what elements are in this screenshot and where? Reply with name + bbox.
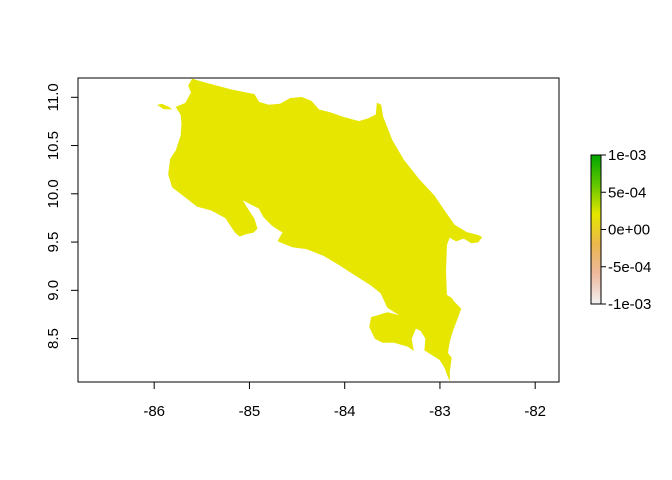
x-tick-label: -85 xyxy=(239,403,261,420)
y-tick-label: 8.5 xyxy=(45,328,62,349)
x-tick-label: -83 xyxy=(429,403,451,420)
legend-tick-label: 0e+00 xyxy=(608,222,650,239)
legend-tick-label: 1e-03 xyxy=(608,147,646,164)
x-tick-label: -84 xyxy=(334,403,356,420)
raster-subregion-osa xyxy=(369,312,418,351)
y-tick-label: 9.5 xyxy=(45,232,62,253)
legend-tick-label: -5e-04 xyxy=(608,259,651,276)
y-axis: 8.5 9.0 9.5 10.0 10.5 11.0 xyxy=(45,83,79,349)
x-axis: -86 -85 -84 -83 -82 xyxy=(143,381,546,420)
color-legend: 1e-03 5e-04 0e+00 -5e-04 -1e-03 xyxy=(590,147,651,313)
legend-tick-label: -1e-03 xyxy=(608,296,651,313)
legend-tick-label: 5e-04 xyxy=(608,184,646,201)
y-tick-label: 11.0 xyxy=(45,83,62,111)
y-tick-label: 10.0 xyxy=(45,179,62,208)
y-tick-label: 9.0 xyxy=(45,280,62,301)
y-tick-label: 10.5 xyxy=(45,131,62,160)
country-raster xyxy=(168,78,483,381)
legend-color-bar xyxy=(591,155,601,304)
x-tick-label: -86 xyxy=(143,403,165,420)
raster-subregion-nw-hook xyxy=(157,103,173,110)
raster-layer xyxy=(157,78,483,381)
x-tick-label: -82 xyxy=(524,403,546,420)
